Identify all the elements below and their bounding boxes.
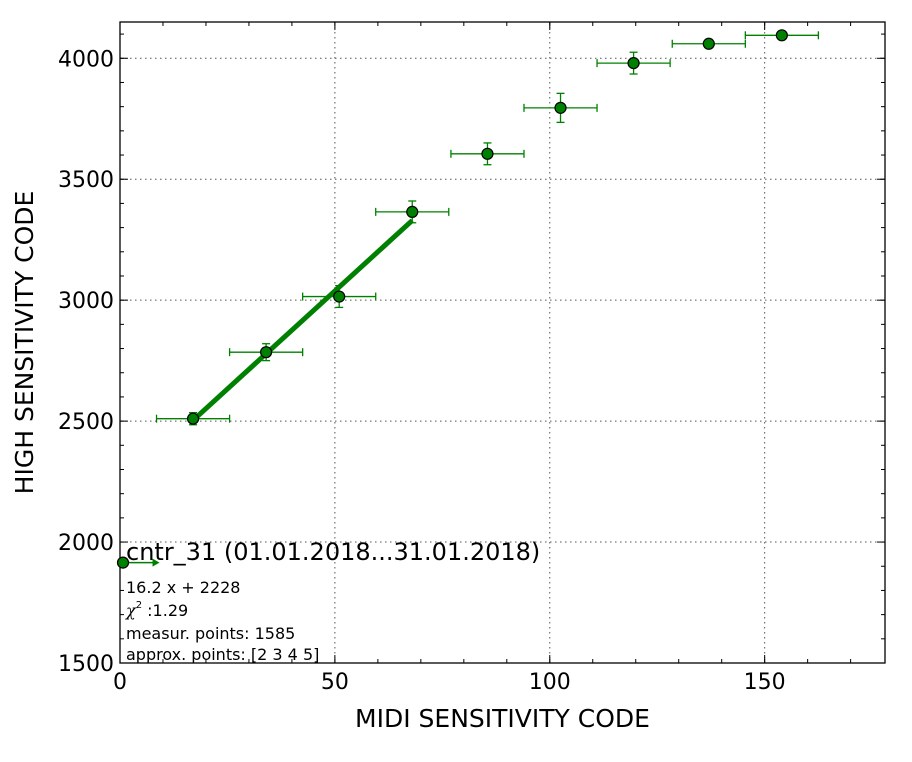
gridlines: [119, 22, 885, 664]
data-point: [554, 101, 567, 114]
x-tick-label: 50: [321, 670, 349, 695]
legend-arrow-head: [152, 558, 160, 567]
tick-labels: 0 50 100 150 1500 2000 2500 3000 3500 4000: [58, 47, 786, 695]
data-point: [775, 29, 788, 42]
data-point: [627, 57, 640, 70]
data-point: [702, 37, 715, 50]
fit-line: [191, 218, 414, 423]
annotation-measur-points: measur. points: 1585: [126, 624, 295, 643]
y-tick-label: 2000: [58, 531, 114, 556]
error-bar: [450, 142, 525, 166]
x-tick-label: 100: [529, 670, 571, 695]
y-tick-label: 2500: [58, 410, 114, 435]
annotation-title: cntr_31 (01.01.2018...31.01.2018): [126, 538, 540, 566]
y-tick-label: 1500: [58, 652, 114, 677]
legend-marker: [116, 556, 160, 569]
data-point: [186, 412, 200, 425]
data-points: [186, 29, 788, 425]
x-tick-label: 150: [744, 670, 786, 695]
chi2-symbol: χ: [125, 601, 137, 620]
data-point: [333, 290, 346, 303]
y-tick-label: 3000: [58, 289, 114, 314]
y-tick-label: 4000: [58, 47, 114, 72]
x-axis-title: MIDI SENSITIVITY CODE: [355, 704, 650, 733]
y-tick-label: 3500: [58, 168, 114, 193]
fit-line-layer: [191, 218, 414, 423]
annotation-equation: 16.2 x + 2228: [126, 578, 240, 597]
plot-area-frame: [119, 21, 886, 664]
data-point: [406, 205, 419, 218]
chi2-value: :1.29: [142, 601, 188, 620]
annotation-chi2: χ2 :1.29: [125, 600, 188, 620]
x-tick-label: 0: [113, 670, 127, 695]
data-point: [260, 346, 273, 359]
legend-point: [116, 556, 130, 569]
annotation-approx-points: approx. points: [2 3 4 5]: [126, 645, 319, 664]
data-point: [481, 147, 494, 160]
y-axis-title: HIGH SENSITIVITY CODE: [10, 191, 39, 495]
minor-ticks: [119, 22, 885, 664]
chi2-superscript: 2: [136, 600, 142, 611]
